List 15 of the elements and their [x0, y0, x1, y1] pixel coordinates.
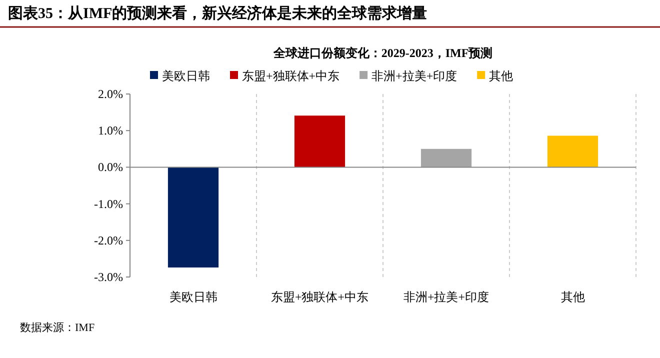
- y-tick-label: -2.0%: [94, 233, 123, 248]
- source-note: 数据来源：IMF: [20, 321, 95, 334]
- y-tick-label: 0.0%: [98, 160, 123, 174]
- x-tick-label: 其他: [560, 290, 585, 304]
- chart-subtitle: 全球进口份额变化：2029-2023，IMF预测: [272, 46, 493, 60]
- legend-label: 其他: [489, 69, 514, 83]
- chart-title: 图表35：从IMF的预测来看，新兴经济体是未来的全球需求增量: [8, 4, 428, 22]
- legend-label: 美欧日韩: [162, 69, 210, 83]
- x-tick-label: 非洲+拉美+印度: [403, 290, 490, 304]
- y-tick-label: -3.0%: [94, 270, 123, 284]
- y-tick-label: 1.0%: [98, 124, 123, 138]
- y-tick-label: -1.0%: [94, 196, 123, 211]
- x-tick-label: 东盟+独联体+中东: [270, 290, 369, 304]
- x-tick-label: 美欧日韩: [169, 290, 218, 304]
- y-tick-label: 2.0%: [98, 87, 123, 101]
